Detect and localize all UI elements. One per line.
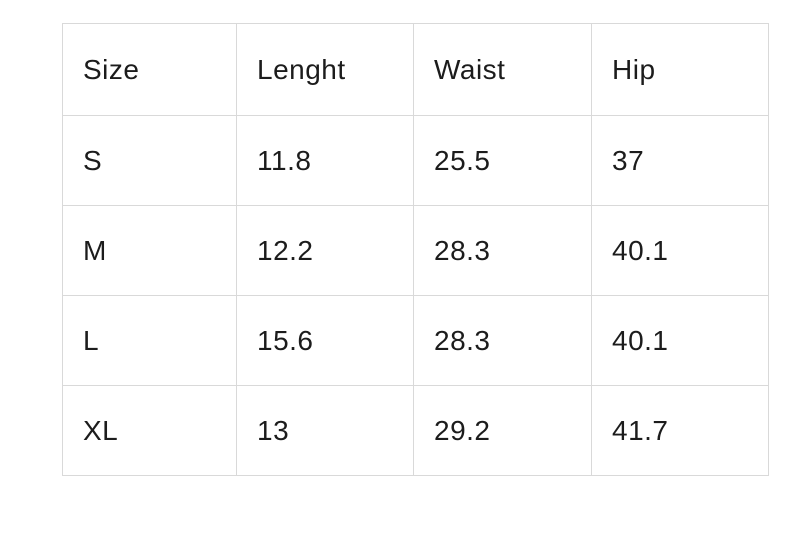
cell-xl-hip: 41.7 xyxy=(591,385,769,476)
cell-l-waist: 28.3 xyxy=(413,295,592,386)
cell-m-waist: 28.3 xyxy=(413,205,592,296)
header-cell-lenght: Lenght xyxy=(236,23,414,116)
cell-l-size: L xyxy=(62,295,237,386)
table-row-l: L 15.6 28.3 40.1 xyxy=(62,295,769,386)
cell-m-lenght: 12.2 xyxy=(236,205,414,296)
table-row-m: M 12.2 28.3 40.1 xyxy=(62,205,769,296)
header-row: Size Lenght Waist Hip xyxy=(62,23,769,116)
header-cell-hip: Hip xyxy=(591,23,769,116)
table-row-xl: XL 13 29.2 41.7 xyxy=(62,385,769,476)
cell-s-hip: 37 xyxy=(591,115,769,206)
cell-xl-waist: 29.2 xyxy=(413,385,592,476)
table-row-s: S 11.8 25.5 37 xyxy=(62,115,769,206)
size-chart-header: Size Lenght Waist Hip xyxy=(62,23,769,116)
cell-s-size: S xyxy=(62,115,237,206)
cell-m-size: M xyxy=(62,205,237,296)
size-chart-table: Size Lenght Waist Hip S 11.8 25.5 37 M 1… xyxy=(62,23,769,476)
cell-xl-lenght: 13 xyxy=(236,385,414,476)
cell-s-waist: 25.5 xyxy=(413,115,592,206)
header-cell-waist: Waist xyxy=(413,23,592,116)
cell-l-lenght: 15.6 xyxy=(236,295,414,386)
cell-m-hip: 40.1 xyxy=(591,205,769,296)
cell-xl-size: XL xyxy=(62,385,237,476)
header-cell-size: Size xyxy=(62,23,237,116)
size-chart-body: S 11.8 25.5 37 M 12.2 28.3 40.1 L 15.6 2… xyxy=(62,115,769,476)
cell-l-hip: 40.1 xyxy=(591,295,769,386)
cell-s-lenght: 11.8 xyxy=(236,115,414,206)
